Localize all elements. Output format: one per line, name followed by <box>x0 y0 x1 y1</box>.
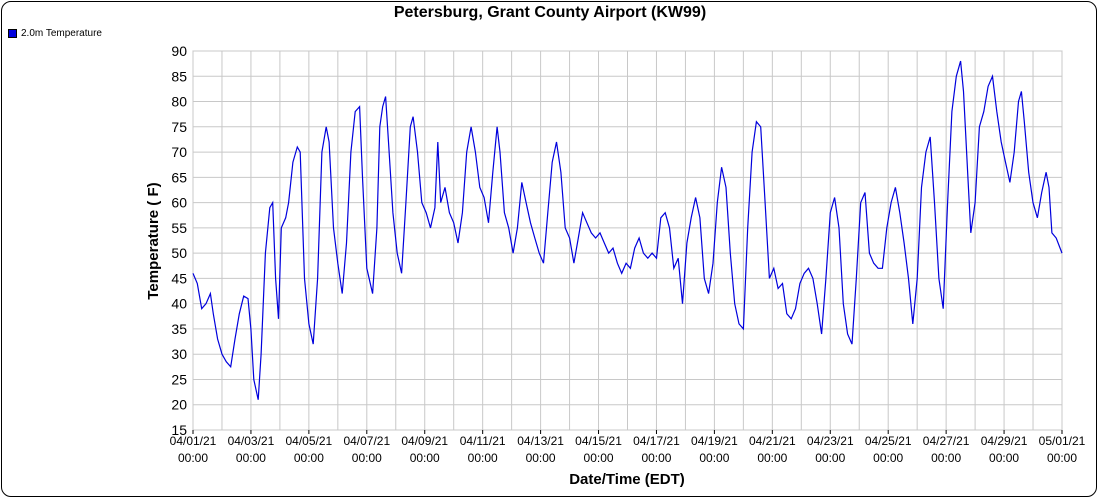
y-tick-label: 50 <box>171 245 187 261</box>
x-tick-label-time: 00:00 <box>757 451 787 465</box>
x-tick-label-time: 00:00 <box>410 451 440 465</box>
x-tick-label-date: 04/11/21 <box>460 434 506 448</box>
y-tick-label: 15 <box>171 422 187 438</box>
legend: 2.0m Temperature <box>8 28 102 39</box>
y-tick-label: 60 <box>171 195 187 211</box>
x-tick-label-time: 00:00 <box>931 451 961 465</box>
x-tick-label-date: 04/15/21 <box>575 434 622 448</box>
x-tick-label-date: 05/01/21 <box>1039 434 1086 448</box>
x-tick-label-date: 04/17/21 <box>633 434 680 448</box>
x-tick-label-date: 04/07/21 <box>343 434 390 448</box>
x-tick-label-date: 04/09/21 <box>401 434 448 448</box>
x-tick-label-time: 00:00 <box>989 451 1019 465</box>
x-tick-label-date: 04/05/21 <box>286 434 333 448</box>
x-tick-label-date: 04/25/21 <box>865 434 912 448</box>
x-tick-label-date: 04/21/21 <box>749 434 796 448</box>
x-tick-labels: 04/01/21 00:00 04/03/21 00:00 04/05/21 00:00 0… <box>170 430 1086 465</box>
x-tick-label-date: 04/01/21 <box>170 434 217 448</box>
y-tick-label: 70 <box>171 144 187 160</box>
x-tick-label-date: 04/27/21 <box>923 434 970 448</box>
x-tick-label-time: 00:00 <box>468 451 498 465</box>
y-tick-label: 55 <box>171 220 187 236</box>
y-tick-label: 40 <box>171 296 187 312</box>
x-tick-label-time: 00:00 <box>526 451 556 465</box>
x-tick-label-time: 00:00 <box>178 451 208 465</box>
grid-lines <box>192 50 1063 431</box>
x-tick-label-time: 00:00 <box>1047 451 1077 465</box>
x-tick-label-date: 04/13/21 <box>517 434 564 448</box>
y-tick-label: 75 <box>171 119 187 135</box>
x-tick-label-time: 00:00 <box>873 451 903 465</box>
x-tick-label-date: 04/19/21 <box>691 434 738 448</box>
y-tick-label: 65 <box>171 169 187 185</box>
x-tick-label-time: 00:00 <box>815 451 845 465</box>
y-axis-label: Temperature ( F) <box>145 182 162 299</box>
y-tick-label: 85 <box>171 68 187 84</box>
y-tick-label: 35 <box>171 321 187 337</box>
x-axis-label: Date/Time (EDT) <box>569 471 685 488</box>
x-tick-label-time: 00:00 <box>699 451 729 465</box>
y-tick-label: 80 <box>171 94 187 110</box>
x-tick-label-time: 00:00 <box>584 451 614 465</box>
x-tick-label-date: 04/03/21 <box>228 434 275 448</box>
x-tick-label-date: 04/29/21 <box>981 434 1028 448</box>
chart-title: Petersburg, Grant County Airport (KW99) <box>393 4 707 21</box>
x-tick-label-date: 04/23/21 <box>807 434 854 448</box>
y-tick-label: 90 <box>171 43 187 59</box>
y-tick-labels: 15 20 25 30 35 40 45 50 55 60 65 70 75 80 85 90 <box>171 43 187 438</box>
x-tick-label-time: 00:00 <box>352 451 382 465</box>
x-tick-label-time: 00:00 <box>294 451 324 465</box>
legend-swatch <box>8 29 17 38</box>
legend-label: 2.0m Temperature <box>21 28 102 39</box>
series-line-2m-temperature <box>192 60 1063 400</box>
y-tick-label: 20 <box>171 397 187 413</box>
y-tick-label: 30 <box>171 346 187 362</box>
x-tick-label-time: 00:00 <box>236 451 266 465</box>
x-tick-label-time: 00:00 <box>641 451 671 465</box>
y-tick-label: 25 <box>171 371 187 387</box>
y-tick-label: 45 <box>171 270 187 286</box>
